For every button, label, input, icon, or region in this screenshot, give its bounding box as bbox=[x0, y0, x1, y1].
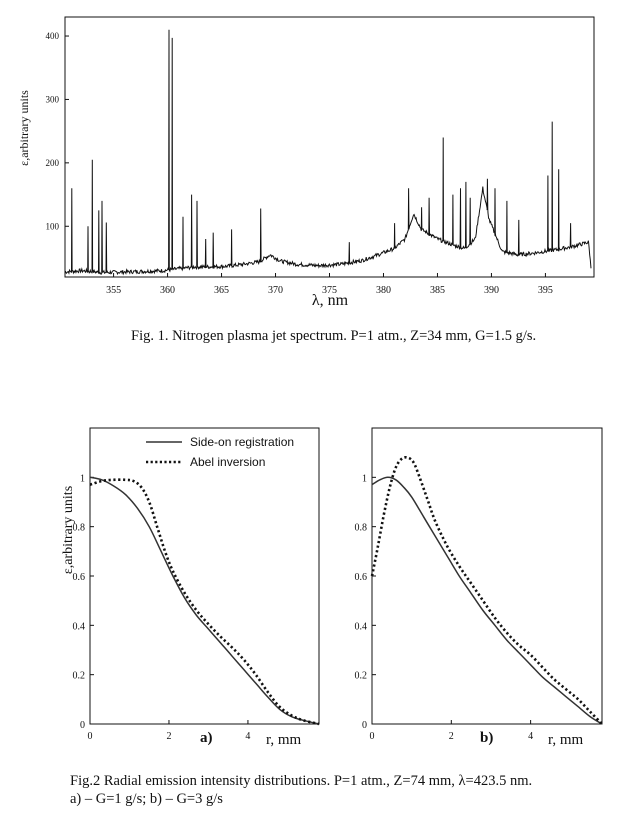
spectrum-series-line bbox=[64, 29, 592, 276]
legend-label-abel: Abel inversion bbox=[190, 455, 265, 469]
radial-chart-b: 0 2 4 0 0.2 0.4 0.6 0.8 1 b) r, mm bbox=[355, 427, 603, 748]
y-tick-label: 0.4 bbox=[355, 621, 368, 632]
legend-label-side-on: Side-on registration bbox=[190, 435, 294, 449]
y-tick-label: 0.4 bbox=[73, 621, 86, 632]
x-tick-label: 365 bbox=[214, 285, 229, 296]
radial-a-x-axis-label: r, mm bbox=[266, 732, 302, 748]
y-tick-label: 0.8 bbox=[73, 523, 86, 534]
x-tick-label: 380 bbox=[376, 285, 391, 296]
figure-1-caption: Fig. 1. Nitrogen plasma jet spectrum. P=… bbox=[131, 328, 537, 344]
dotted-series-line bbox=[89, 478, 320, 726]
x-tick-label: 0 bbox=[370, 731, 375, 742]
x-tick-label: 370 bbox=[268, 285, 283, 296]
y-tick-label: 1 bbox=[362, 473, 367, 484]
y-tick-label: 0 bbox=[80, 720, 85, 731]
x-tick-label: 375 bbox=[322, 285, 337, 296]
radial-a-plot-frame bbox=[89, 427, 320, 725]
y-tick-label: 300 bbox=[46, 94, 60, 104]
y-tick-label: 200 bbox=[46, 158, 60, 168]
y-tick-label: 0.8 bbox=[355, 523, 368, 534]
spectrum-y-axis-label: ε,arbitrary units bbox=[17, 90, 31, 166]
y-tick-label: 0.6 bbox=[73, 572, 86, 583]
spectrum-chart: ε,arbitrary units λ, nm 355 360 365 370 375 3… bbox=[17, 16, 595, 309]
spectrum-x-axis-label: λ, nm bbox=[312, 292, 349, 309]
panel-label-b: b) bbox=[480, 730, 493, 746]
legend: Side-on registration Abel inversion bbox=[146, 435, 294, 469]
figure-2-caption: Fig.2 Radial emission intensity distribu… bbox=[70, 773, 533, 789]
dotted-series-line bbox=[370, 455, 603, 725]
y-tick-label: 0 bbox=[362, 720, 367, 731]
solid-series-line bbox=[371, 476, 603, 725]
x-tick-label: 4 bbox=[528, 731, 533, 742]
y-tick-label: 0.2 bbox=[73, 671, 86, 682]
y-tick-label: 1 bbox=[80, 473, 85, 484]
figure-2-caption-line2: a) – G=1 g/s; b) – G=3 g/s bbox=[70, 791, 223, 807]
radial-chart-a: ε,arbitrary units 0 2 4 0 0.2 0.4 0.6 0.8 1 Side… bbox=[61, 427, 320, 748]
y-tick-label: 400 bbox=[46, 31, 60, 41]
x-tick-label: 385 bbox=[430, 285, 445, 296]
radial-b-plot-frame bbox=[371, 427, 603, 725]
radial-b-x-axis-label: r, mm bbox=[548, 732, 584, 748]
radial-a-y-axis-label: ε,arbitrary units bbox=[61, 486, 76, 574]
x-tick-label: 2 bbox=[166, 731, 171, 742]
x-tick-label: 360 bbox=[160, 285, 175, 296]
x-tick-label: 395 bbox=[538, 285, 553, 296]
x-tick-label: 390 bbox=[484, 285, 499, 296]
y-tick-label: 100 bbox=[46, 221, 60, 231]
spectrum-plot-frame bbox=[64, 16, 595, 278]
x-tick-label: 0 bbox=[88, 731, 93, 742]
solid-series-line bbox=[89, 476, 320, 725]
panel-label-a: a) bbox=[200, 730, 213, 746]
x-tick-label: 2 bbox=[449, 731, 454, 742]
y-tick-label: 0.2 bbox=[355, 671, 368, 682]
x-tick-label: 4 bbox=[245, 731, 250, 742]
x-tick-label: 355 bbox=[106, 285, 121, 296]
y-tick-label: 0.6 bbox=[355, 572, 368, 583]
